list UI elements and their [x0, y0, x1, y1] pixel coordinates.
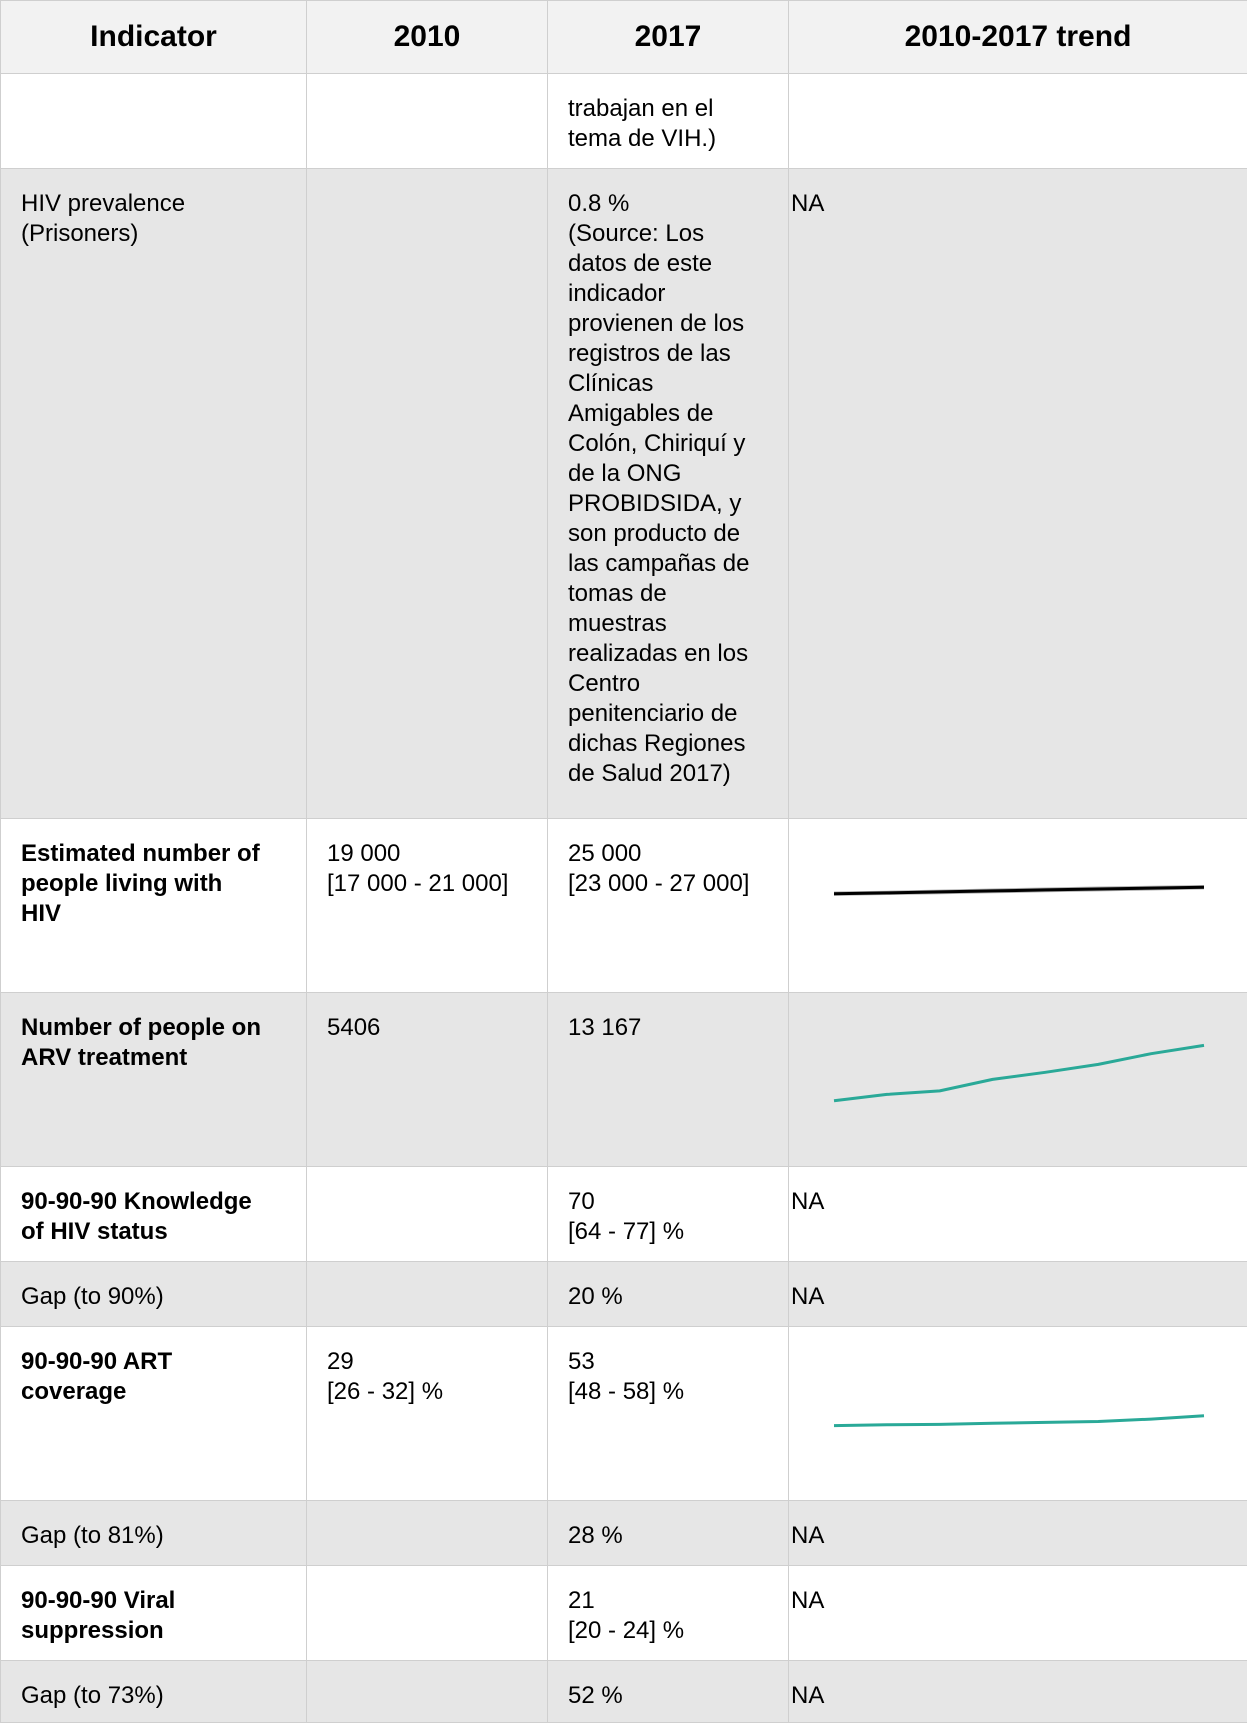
- value-2017-cell: 20 %: [548, 1262, 789, 1327]
- header-2010: 2010: [307, 1, 548, 74]
- trend-cell: [789, 993, 1247, 1167]
- indicator-cell: 90-90-90 Viral suppression: [1, 1566, 307, 1661]
- value-2010-cell: [307, 169, 548, 819]
- value-2010-cell: 5406: [307, 993, 548, 1167]
- trend-text: NA: [791, 1282, 824, 1312]
- table-row: 90-90-90 Knowledge of HIV status 70 [64 …: [1, 1167, 1247, 1262]
- table-row: Estimated number of people living with H…: [1, 819, 1247, 993]
- value-2017-cell: trabajan en el tema de VIH.): [548, 74, 789, 169]
- indicator-cell: [1, 74, 307, 169]
- table-row: 90-90-90 ART coverage 29 [26 - 32] % 53 …: [1, 1327, 1247, 1501]
- indicator-cell: Gap (to 81%): [1, 1501, 307, 1566]
- table-row: 90-90-90 Viral suppression 21 [20 - 24] …: [1, 1566, 1247, 1661]
- value-2017-cell: 13 167: [548, 993, 789, 1167]
- trend-cell: NA: [789, 1262, 1247, 1327]
- art-coverage-sparkline: [789, 1327, 1247, 1501]
- value-2010-cell: [307, 1661, 548, 1723]
- trend-text: NA: [791, 1586, 824, 1616]
- trend-text: NA: [791, 1681, 824, 1711]
- value-2017-cell: 0.8 % (Source: Los datos de este indicad…: [548, 169, 789, 819]
- value-2010-cell: [307, 1167, 548, 1262]
- header-trend: 2010-2017 trend: [789, 1, 1247, 74]
- indicator-cell: Gap (to 90%): [1, 1262, 307, 1327]
- value-2017-cell: 52 %: [548, 1661, 789, 1723]
- value-2017-cell: 28 %: [548, 1501, 789, 1566]
- value-2010-cell: 19 000 [17 000 - 21 000]: [307, 819, 548, 993]
- value-2010-cell: [307, 1501, 548, 1566]
- indicator-cell: HIV prevalence (Prisoners): [1, 169, 307, 819]
- trend-cell: [789, 819, 1247, 993]
- value-2010-cell: 29 [26 - 32] %: [307, 1327, 548, 1501]
- header-row: Indicator 2010 2017 2010-2017 trend: [1, 1, 1247, 74]
- value-2010-cell: [307, 74, 548, 169]
- indicator-cell: Number of people on ARV treatment: [1, 993, 307, 1167]
- value-2010-cell: [307, 1566, 548, 1661]
- indicator-cell: Gap (to 73%): [1, 1661, 307, 1723]
- table-row: Gap (to 81%) 28 % NA: [1, 1501, 1247, 1566]
- trend-cell: NA: [789, 169, 1247, 819]
- trend-text: NA: [791, 1521, 824, 1551]
- trend-cell: NA: [789, 1167, 1247, 1262]
- table-row: Gap (to 90%) 20 % NA: [1, 1262, 1247, 1327]
- header-indicator: Indicator: [1, 1, 307, 74]
- header-2017: 2017: [548, 1, 789, 74]
- table-row: HIV prevalence (Prisoners) 0.8 % (Source…: [1, 169, 1247, 819]
- value-2017-cell: 25 000 [23 000 - 27 000]: [548, 819, 789, 993]
- table-row: trabajan en el tema de VIH.): [1, 74, 1247, 169]
- art-number-trend-line: [834, 1045, 1204, 1100]
- art-number-sparkline: [789, 993, 1247, 1167]
- value-2017-cell: 21 [20 - 24] %: [548, 1566, 789, 1661]
- indicator-cell: Estimated number of people living with H…: [1, 819, 307, 993]
- table-row: Number of people on ARV treatment 5406 1…: [1, 993, 1247, 1167]
- trend-text: NA: [791, 189, 824, 219]
- table-row: Gap (to 73%) 52 % NA: [1, 1661, 1247, 1723]
- trend-cell: NA: [789, 1661, 1247, 1723]
- indicator-cell: 90-90-90 Knowledge of HIV status: [1, 1167, 307, 1262]
- indicator-cell: 90-90-90 ART coverage: [1, 1327, 307, 1501]
- trend-text: NA: [791, 1187, 824, 1217]
- art-coverage-trend-line: [834, 1416, 1204, 1426]
- value-2010-cell: [307, 1262, 548, 1327]
- trend-cell: NA: [789, 1566, 1247, 1661]
- trend-cell: NA: [789, 1501, 1247, 1566]
- plhiv-sparkline: [789, 819, 1247, 993]
- value-2017-cell: 53 [48 - 58] %: [548, 1327, 789, 1501]
- trend-cell: [789, 1327, 1247, 1501]
- trend-cell: [789, 74, 1247, 169]
- value-2017-cell: 70 [64 - 77] %: [548, 1167, 789, 1262]
